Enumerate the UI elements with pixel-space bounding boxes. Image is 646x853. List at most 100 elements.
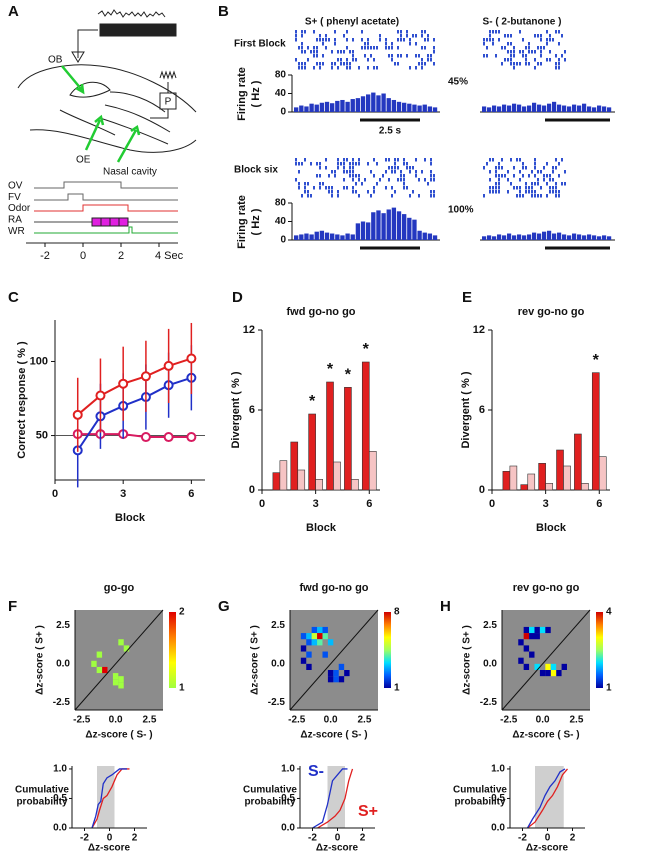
raster-tick xyxy=(430,190,432,194)
bar xyxy=(538,463,546,491)
raster-tick xyxy=(519,186,521,190)
raster-tick xyxy=(322,38,324,42)
bar xyxy=(315,479,323,491)
raster-tick xyxy=(555,194,557,198)
noise-trace xyxy=(97,9,166,18)
raster-tick xyxy=(349,62,351,66)
histogram-bar xyxy=(522,235,527,240)
raster-tick xyxy=(531,190,533,194)
heat-cell xyxy=(338,663,345,670)
raster-tick xyxy=(537,194,539,198)
raster-tick xyxy=(403,186,405,190)
raster-tick xyxy=(519,170,521,174)
raster-tick xyxy=(489,178,491,182)
raster-tick xyxy=(522,54,524,58)
heat-cell xyxy=(317,639,323,646)
raster-tick xyxy=(501,174,503,178)
raster-tick xyxy=(495,186,497,190)
raster-tick xyxy=(540,38,542,42)
heat-cell xyxy=(545,663,551,670)
raster-tick xyxy=(486,38,488,42)
raster-tick xyxy=(418,194,420,198)
x-tick-label: 2 xyxy=(360,833,366,844)
raster-tick xyxy=(525,62,527,66)
raster-tick xyxy=(385,42,387,46)
raster-tick xyxy=(358,66,360,70)
raster-tick xyxy=(385,46,387,50)
histogram-bar xyxy=(355,223,361,240)
raster-tick xyxy=(334,42,336,46)
raster-tick xyxy=(355,58,357,62)
histogram-bar xyxy=(319,102,325,112)
raster-tick xyxy=(427,34,429,38)
x-axis-label: Block xyxy=(306,522,337,534)
raster-tick xyxy=(349,66,351,70)
raster-tick xyxy=(334,62,336,66)
raster-tick xyxy=(301,46,303,50)
significance-star: * xyxy=(309,393,316,410)
raster-tick xyxy=(325,38,327,42)
histogram-bar xyxy=(294,107,299,112)
raster-tick xyxy=(295,34,297,38)
histogram-bar xyxy=(482,236,487,240)
bar xyxy=(361,361,370,491)
raster-tick xyxy=(555,66,557,70)
chart-title: rev go-no go xyxy=(518,306,585,318)
raster-tick xyxy=(409,66,411,70)
raster-tick xyxy=(501,158,503,162)
panel-label: C xyxy=(8,289,19,306)
raster-tick xyxy=(498,186,500,190)
raster-tick xyxy=(418,62,420,66)
heat-cell xyxy=(529,626,535,634)
x-axis-label: Block xyxy=(115,512,146,524)
raster-tick xyxy=(298,162,300,166)
raster-tick xyxy=(397,38,399,42)
raster-tick xyxy=(534,34,536,38)
raster-tick xyxy=(367,162,369,166)
raster-tick xyxy=(519,50,521,54)
raster-tick xyxy=(424,158,426,162)
raster-tick xyxy=(528,174,530,178)
legend-label: S- xyxy=(308,763,324,780)
raster-tick xyxy=(358,158,360,162)
colorbar-label: 2 xyxy=(179,607,185,618)
raster-tick xyxy=(298,62,300,66)
raster-tick xyxy=(367,38,369,42)
raster-tick xyxy=(501,62,503,66)
x-tick-label: -2.5 xyxy=(500,715,518,726)
y-tick-label: 1.0 xyxy=(491,764,505,775)
raster-tick xyxy=(367,190,369,194)
raster-tick xyxy=(349,50,351,54)
histogram-bar xyxy=(304,233,309,240)
raster-tick xyxy=(498,190,500,194)
raster-tick xyxy=(349,162,351,166)
heat-cell xyxy=(529,633,535,640)
raster-tick xyxy=(331,170,333,174)
raster-tick xyxy=(337,58,339,62)
raster-tick xyxy=(307,194,309,198)
raster-tick xyxy=(498,38,500,42)
raster-tick xyxy=(364,42,366,46)
y-tick-label: 0.0 xyxy=(56,658,70,669)
raster-tick xyxy=(301,62,303,66)
raster-tick xyxy=(403,158,405,162)
heat-cell xyxy=(523,663,530,670)
raster-tick xyxy=(424,46,426,50)
raster-tick xyxy=(295,158,297,162)
y-axis-unit: ( Hz ) xyxy=(250,208,262,235)
raster-tick xyxy=(421,62,423,66)
raster-tick xyxy=(343,162,345,166)
raster-tick xyxy=(424,62,426,66)
heat-cell xyxy=(550,663,557,670)
raster-tick xyxy=(364,46,366,50)
raster-tick xyxy=(343,178,345,182)
histogram-bar xyxy=(577,105,582,112)
raster-tick xyxy=(525,166,527,170)
histogram-bar xyxy=(602,106,607,112)
raster-tick xyxy=(319,34,321,38)
ra-dividers xyxy=(100,218,120,226)
x-tick-label: 0 xyxy=(335,833,341,844)
x-tick-label: 2 xyxy=(132,833,138,844)
raster-tick xyxy=(525,186,527,190)
raster-tick xyxy=(418,178,420,182)
